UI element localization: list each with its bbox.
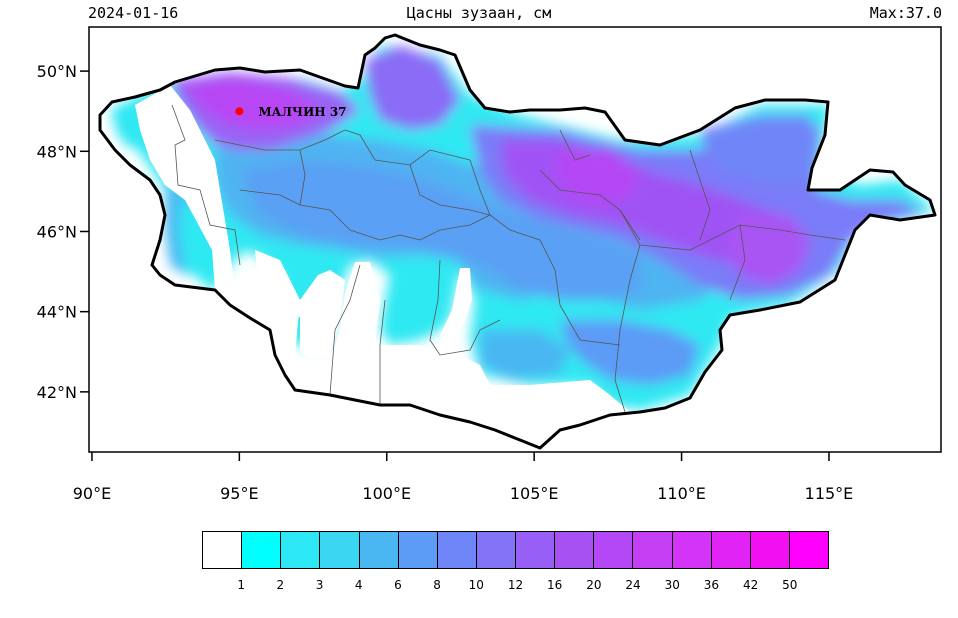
legend-label: 42 xyxy=(742,578,759,592)
legend-swatch xyxy=(516,532,556,568)
lon-tick-label: 110°E xyxy=(657,484,706,503)
legend-swatch xyxy=(672,532,712,568)
legend-label: 12 xyxy=(507,578,524,592)
lon-tick-label: 95°E xyxy=(220,484,258,503)
legend-swatch xyxy=(789,532,828,568)
lat-tick-label: 42°N xyxy=(37,383,77,402)
legend-swatch xyxy=(711,532,751,568)
legend-swatch xyxy=(398,532,438,568)
legend-swatch xyxy=(476,532,516,568)
lat-tick-label: 50°N xyxy=(37,62,77,81)
legend-swatch xyxy=(750,532,790,568)
legend-label: 30 xyxy=(664,578,680,592)
lon-tick-label: 90°E xyxy=(73,484,111,503)
legend-label: 3 xyxy=(315,578,324,592)
province-borders xyxy=(171,104,846,413)
legend-label: 2 xyxy=(276,578,285,592)
date-label: 2024-01-16 xyxy=(88,4,179,22)
legend-swatch xyxy=(320,532,360,568)
legend-label: 50 xyxy=(782,578,798,592)
station-label: МАЛЧИН 37 xyxy=(258,105,346,119)
axis-labels: 90°E 95°E 100°E 105°E 110°E 115°E 50°N 48°N 46°N… xyxy=(37,62,854,503)
lat-tick-label: 44°N xyxy=(37,303,77,322)
color-legend xyxy=(202,531,829,569)
lat-tick-label: 46°N xyxy=(37,222,77,241)
lon-tick-label: 105°E xyxy=(510,484,559,503)
legend-swatch xyxy=(242,532,282,568)
legend-label: 36 xyxy=(703,578,720,592)
legend-label: 1 xyxy=(237,578,246,592)
legend-label: 24 xyxy=(625,578,641,592)
max-value-label: Max:37.0 xyxy=(869,4,942,22)
legend-label: 8 xyxy=(433,578,441,592)
legend-swatch xyxy=(203,532,243,568)
lon-tick-label: 115°E xyxy=(805,484,854,503)
legend-swatch xyxy=(437,532,477,568)
legend-label: 20 xyxy=(586,578,602,592)
legend-swatch xyxy=(555,532,595,568)
legend-swatch xyxy=(633,532,673,568)
axis-ticks xyxy=(80,70,830,461)
legend-label: 4 xyxy=(354,578,363,592)
lat-tick-label: 48°N xyxy=(37,142,77,161)
station-marker[interactable] xyxy=(235,107,244,116)
country-border xyxy=(98,33,937,450)
map-title: Цасны зузаан, см xyxy=(406,4,552,22)
legend-labels: 1 2 3 4 6 8 10 12 16 20 24 30 36 42 50 xyxy=(0,578,958,598)
legend-swatch xyxy=(594,532,634,568)
legend-label: 10 xyxy=(468,578,484,592)
legend-label: 6 xyxy=(394,578,402,592)
lon-tick-label: 100°E xyxy=(362,484,411,503)
legend-label: 16 xyxy=(547,578,563,592)
legend-swatch xyxy=(281,532,321,568)
legend-swatch xyxy=(359,532,399,568)
